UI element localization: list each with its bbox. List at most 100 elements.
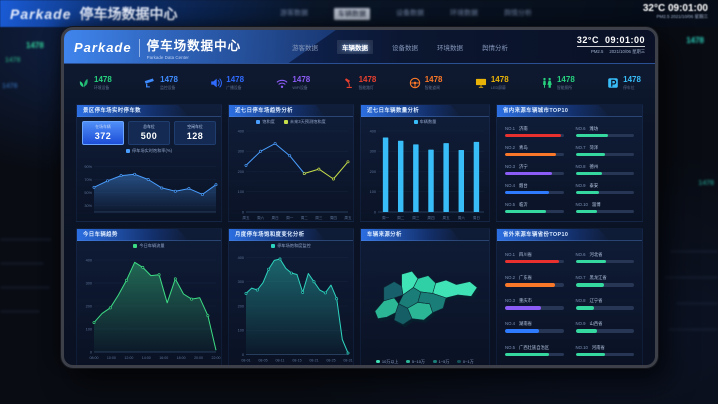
panel-title: 省内来源车辆城市TOP10: [497, 105, 642, 117]
kpi-LED屏幕: 1478 LED屏幕: [475, 75, 509, 90]
svg-text:200: 200: [370, 170, 376, 174]
rank-item: NO.2 青岛: [505, 141, 564, 160]
kpi-value: 1478: [358, 75, 377, 85]
map-legend: 10万以上 5~10万 1~5万 0~1万: [361, 357, 489, 365]
svg-text:200: 200: [238, 170, 244, 174]
trend7-line-chart: 400 300 200 100 0 周五 周六 周日 周一 周二 周三 周四 周五: [229, 127, 353, 221]
rank-item: NO.4 湖南省: [505, 316, 564, 339]
background-brand-logo: Parkade: [10, 6, 72, 22]
count7-bar-chart: 400 300 200 100 0 周一 周二 周三 周四 周五 周六 周日: [361, 127, 489, 221]
tab-3[interactable]: 环境数据: [437, 45, 463, 52]
rank-item: NO.4 烟台: [505, 179, 564, 198]
page-subtitle: Parkade Data Center: [146, 55, 189, 60]
kpi-value: 1478: [94, 75, 112, 85]
legend-item: 今日车辆流量: [133, 243, 165, 249]
today-area-chart: 400 300 200 100 0 08:00 10:00 12:00 14:00 16:00 18…: [77, 251, 221, 365]
panel-map: 车辆来源分析: [360, 228, 490, 365]
panel-title: 车辆来源分析: [361, 229, 489, 241]
monthly-area-chart: 400 300 200 100 0 08-01 08-05 08-11 08-15 08-21 08…: [229, 251, 353, 365]
rank-item: NO.1 济南: [505, 122, 564, 141]
legend-item: 饱和度: [256, 119, 275, 125]
kpi-strip: 1478 环境设备 1478 监控设备 1478 广播设备 1478 WiFi设备 1478 智能…: [74, 67, 645, 99]
map-legend-item: 0~1万: [457, 359, 474, 365]
rank-item: NO.7 黑龙江省: [575, 269, 634, 292]
svg-text:300: 300: [370, 150, 376, 154]
svg-text:周五: 周五: [344, 215, 352, 220]
steering-wheel-icon: [409, 77, 421, 89]
map-legend-item: 1~5万: [432, 359, 449, 365]
legend-item: 停车场饱和度监控: [271, 243, 311, 249]
svg-text:周三: 周三: [412, 215, 420, 220]
kpi-label: 智能厕所: [556, 85, 573, 90]
svg-text:100: 100: [238, 329, 244, 333]
rank-item: NO.10 河南省: [575, 339, 634, 362]
background-tab: 设备数据: [396, 10, 424, 17]
rank-item: NO.6 河北省: [575, 246, 634, 269]
svg-text:周六: 周六: [458, 215, 466, 220]
kpi-智能厕所: 1478 智能厕所: [541, 75, 575, 90]
legend-item: 未来3天预测饱和度: [283, 119, 326, 125]
map-legend-item: 10万以上: [376, 359, 398, 365]
background-stat: 1478: [698, 180, 714, 187]
map-legend-item: 5~10万: [406, 359, 425, 365]
tab-2[interactable]: 设备数据: [392, 45, 418, 52]
speaker-icon: [210, 77, 223, 89]
lamp-icon: [343, 77, 355, 89]
rank-item: NO.6 潍坊: [575, 122, 634, 141]
chart-legend: 饱和度 未来3天预测饱和度: [229, 117, 353, 127]
svg-text:08-05: 08-05: [258, 359, 267, 363]
background-title: 停车场数据中心: [79, 6, 178, 22]
svg-text:周六: 周六: [257, 215, 265, 220]
tab-4[interactable]: 舆情分析: [482, 45, 508, 52]
saturation-line-chart: 90% 70% 50% 30%: [77, 156, 221, 221]
svg-text:周五: 周五: [443, 215, 451, 220]
legend-item: 停车场实时饱和率(%): [125, 148, 172, 154]
tab-1[interactable]: 车辆数据: [337, 40, 373, 54]
stat-box-总车位: 总车位 500: [128, 121, 170, 145]
svg-text:300: 300: [86, 281, 92, 285]
svg-text:100: 100: [86, 327, 92, 331]
svg-text:18:00: 18:00: [177, 356, 186, 360]
clock-block: 32°C 09:01:00 PM2.5 2021/10/06 星期三: [576, 35, 645, 55]
rank-item: NO.9 泰安: [575, 179, 634, 198]
panel-city-top10: 省内来源车辆城市TOP10 NO.1 济南 NO.2 青岛 NO.3 济宁 NO.4 烟台 NO…: [496, 104, 643, 222]
kpi-value: 1478: [623, 75, 641, 85]
svg-text:300: 300: [238, 280, 244, 284]
realtime-stats: 在场车辆 372 总车位 500 空闲车位 128: [77, 117, 221, 146]
svg-text:400: 400: [238, 129, 244, 133]
background-stat: 1478: [2, 83, 18, 90]
svg-text:周一: 周一: [286, 215, 294, 220]
panel-title: 月度停车场饱和度变化分析: [229, 229, 353, 241]
svg-text:14:00: 14:00: [142, 356, 151, 360]
svg-text:周四: 周四: [427, 215, 435, 220]
divider: [138, 38, 140, 57]
svg-text:400: 400: [86, 258, 92, 262]
svg-text:20:00: 20:00: [194, 356, 203, 360]
svg-text:16:00: 16:00: [159, 356, 168, 360]
svg-text:08-01: 08-01: [241, 359, 250, 363]
svg-text:100: 100: [370, 190, 376, 194]
rank-item: NO.3 重庆市: [505, 292, 564, 315]
svg-text:周二: 周二: [301, 215, 309, 220]
svg-text:200: 200: [86, 304, 92, 308]
svg-text:30%: 30%: [84, 204, 92, 208]
kpi-智能路灯: 1478 智能路灯: [343, 75, 377, 90]
rank-item: NO.9 山西省: [575, 316, 634, 339]
kpi-label: LED屏幕: [490, 85, 506, 90]
tab-0[interactable]: 游客数据: [292, 45, 318, 52]
svg-text:22:00: 22:00: [212, 356, 221, 360]
chart-legend: 今日车辆流量: [77, 241, 221, 251]
svg-text:08-15: 08-15: [292, 359, 301, 363]
panel-title: 近七日停车场趋势分析: [229, 105, 353, 117]
panel-count7: 近七日车辆数量分析 车辆数量 400 300 200 100 0 周一 周二 周三 周四 周五 周六…: [360, 104, 490, 222]
panel-title: 景区停车场实时停车数: [77, 105, 221, 117]
svg-text:400: 400: [238, 256, 244, 260]
rank-item: NO.2 广东省: [505, 269, 564, 292]
date-label: 2021/10/06 星期三: [609, 49, 645, 54]
kpi-value: 1478: [292, 75, 311, 85]
background-stat: 1478: [5, 57, 21, 64]
panel-province-top10: 省外来源车辆省份TOP10 NO.1 四川省 NO.2 广东省 NO.3 重庆市 NO.4 湖…: [496, 228, 643, 365]
panel-today: 今日车辆趋势 今日车辆流量 400 300 200 100 0 08:00 10:00 12:…: [76, 228, 222, 365]
leaf-icon: [78, 77, 90, 89]
